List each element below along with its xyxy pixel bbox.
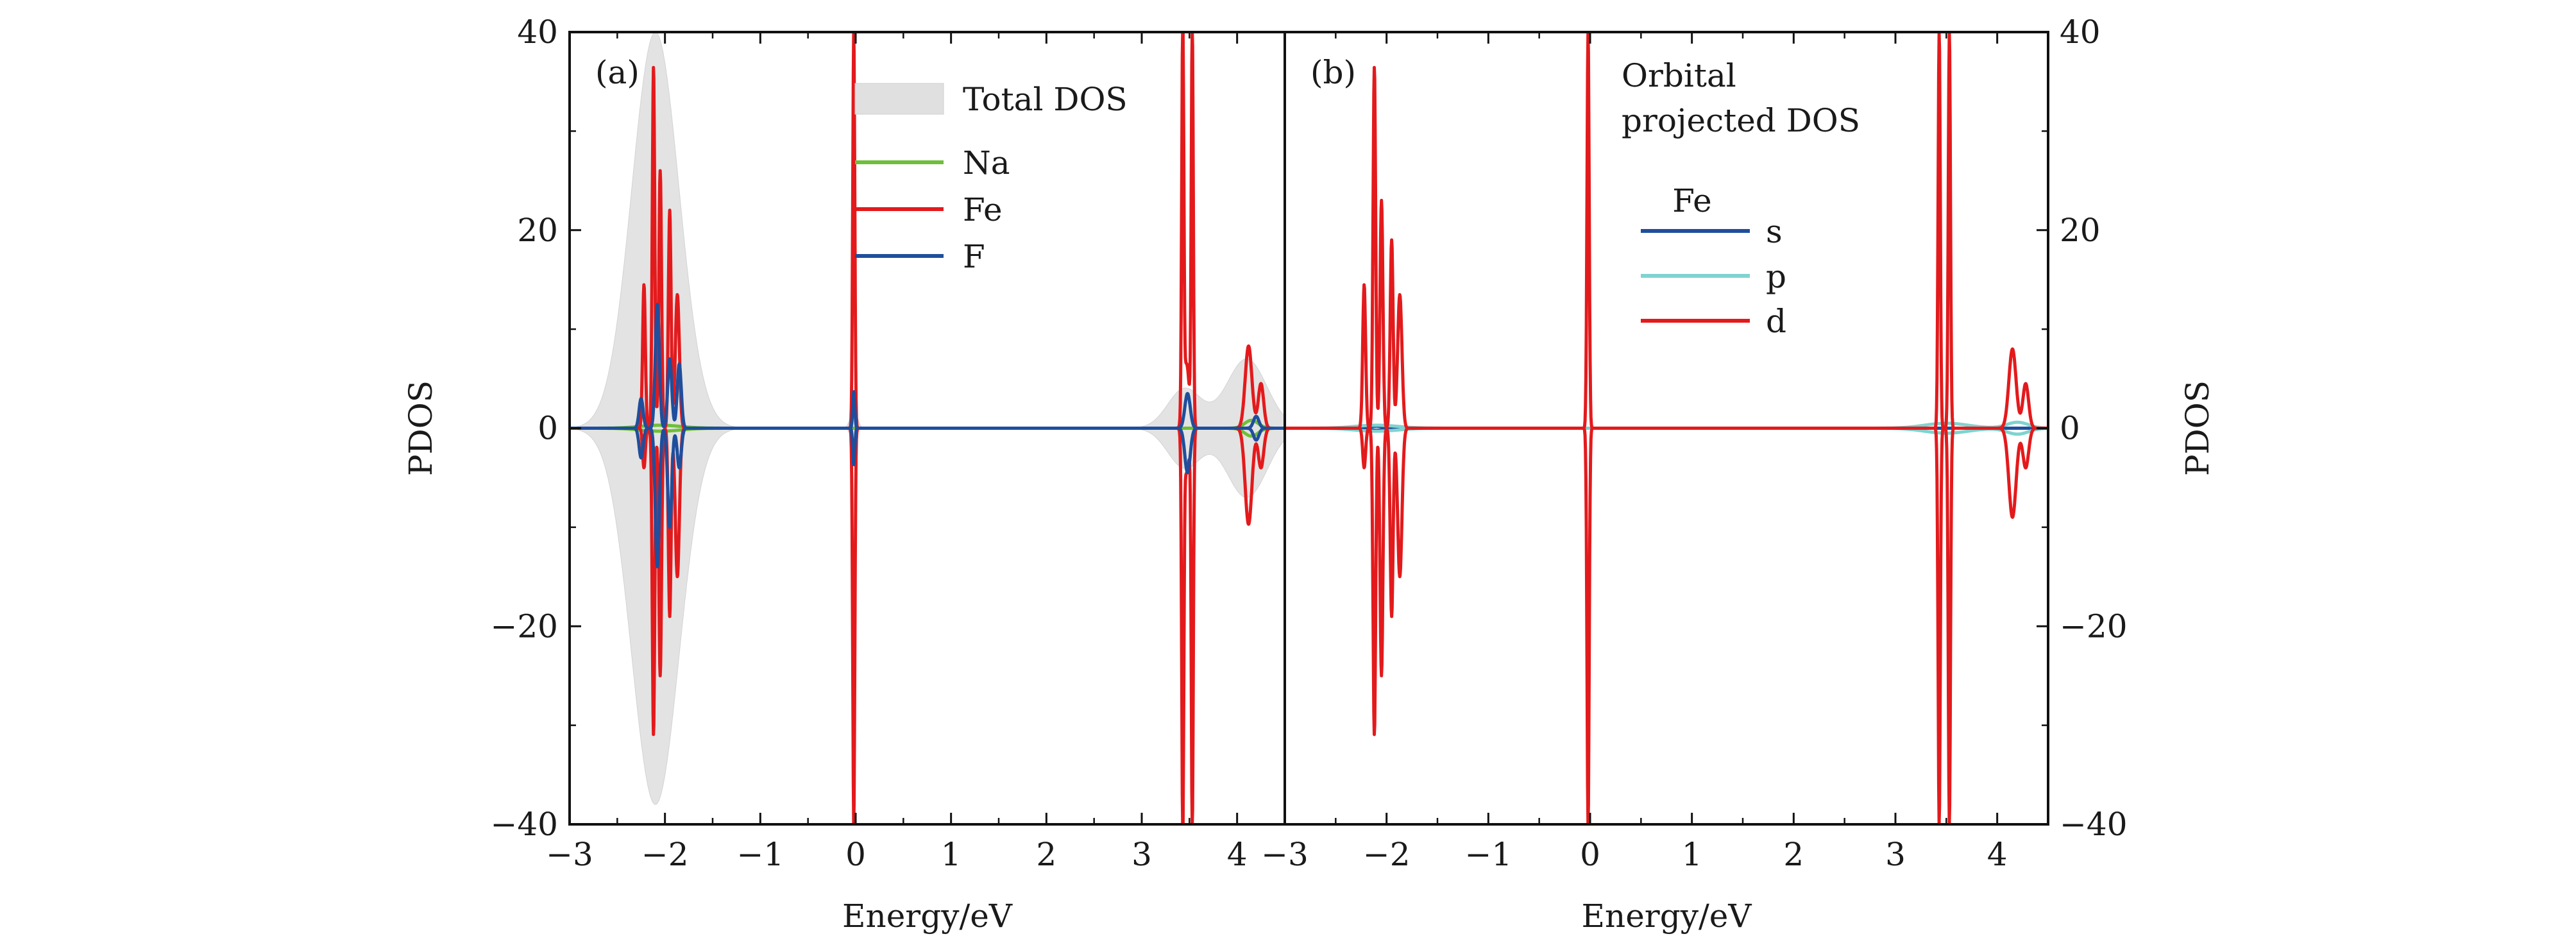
panel-1-x-tick-label: −2 (641, 836, 689, 873)
panel-1-series-f-down (570, 427, 1285, 568)
panel-2-y-tick-label: −20 (2060, 607, 2128, 645)
panel-1-tag: (a) (595, 54, 640, 91)
legend-na-label: Na (963, 144, 1010, 182)
panel-1-y-tick-label: −40 (490, 806, 558, 843)
line-layer (570, 32, 2048, 824)
panel-1-x-tick-label: 3 (1131, 836, 1152, 873)
panel-1-x-tick-label: −1 (736, 836, 784, 873)
panel-1-y-tick-label: −20 (490, 607, 558, 645)
panel-2-series-d-down (1285, 427, 2048, 824)
panel-1-y-tick-label: 40 (517, 13, 558, 51)
panel-1-x-tick-label: 2 (1036, 836, 1056, 873)
panel-2-x-tick-label: 3 (1885, 836, 1906, 873)
legend-f-label: F (963, 238, 985, 275)
legend-orbital-s-label: s (1766, 213, 1783, 250)
panel-2-title-line-1: Orbital (1622, 57, 1736, 94)
frame-layer (568, 31, 2049, 826)
legend-fe-title: Fe (1672, 182, 1712, 219)
panel-2-x-tick-label: −1 (1464, 836, 1512, 873)
legend-total-dos-label: Total DOS (963, 81, 1128, 118)
panel-1-x-tick-label: 0 (845, 836, 866, 873)
panel-2-x-tick-label: 4 (1987, 836, 2008, 873)
panel-2-x-tick-label: 0 (1580, 836, 1600, 873)
panel-2-x-tick-label: 2 (1783, 836, 1804, 873)
panel-1-y-axis-label: PDOS (402, 380, 439, 476)
panel-1-x-axis-label: Energy/eV (842, 897, 1013, 935)
text-layer: −3 −2 −1 0 1 2 3 4−40−2002040Energy/eVPDOS(a)To… (402, 13, 2216, 935)
panel-2-y-axis-label: PDOS (2179, 380, 2216, 476)
total-dos-layer (570, 32, 1285, 805)
panel-1-x-tick-label: 4 (1227, 836, 1248, 873)
legend-total-dos-swatch (854, 83, 944, 115)
panel-2-title-line-2: projected DOS (1622, 102, 1860, 139)
panel-2-y-tick-label: 40 (2060, 13, 2101, 51)
panel-2-y-tick-label: 20 (2060, 212, 2101, 249)
panel-1-y-tick-label: 20 (517, 212, 558, 249)
panel-2-y-tick-label: 0 (2060, 410, 2080, 447)
panel-2-tag: (b) (1310, 54, 1356, 91)
panel-2-x-tick-label: 1 (1682, 836, 1702, 873)
legend-orbital-p-label: p (1766, 258, 1786, 295)
legend-orbital-d-label: d (1766, 303, 1786, 340)
panel-1-x-tick-label: −3 (546, 836, 593, 873)
panel-2-y-tick-label: −40 (2060, 806, 2128, 843)
panel-2-x-tick-label: −2 (1363, 836, 1411, 873)
panel-2-x-tick-label: −3 (1261, 836, 1309, 873)
panel-1-x-tick-label: 1 (941, 836, 962, 873)
panel-2-x-axis-label: Energy/eV (1582, 897, 1752, 935)
panel-1-series-total-dos-fill (570, 32, 1285, 805)
legend-fe-label: Fe (963, 191, 1003, 228)
panel-1-y-tick-label: 0 (538, 410, 558, 447)
